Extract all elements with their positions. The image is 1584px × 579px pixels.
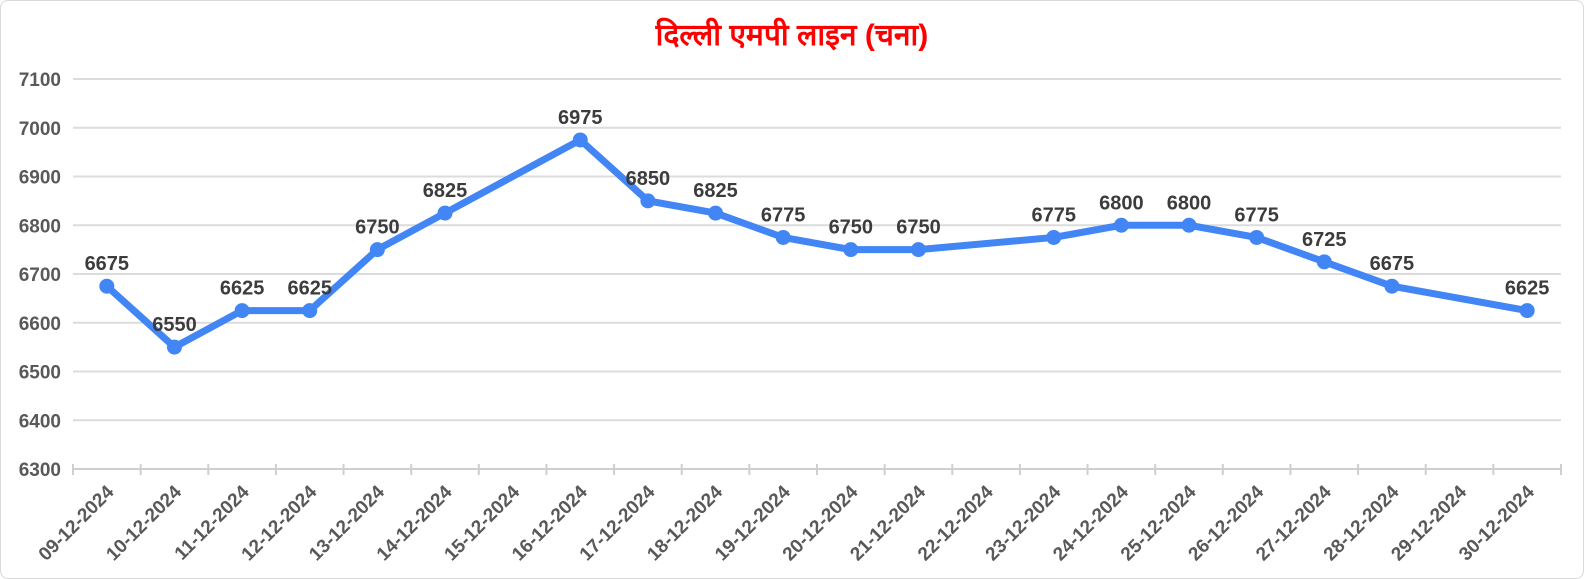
data-point-label: 6775 [1031,204,1076,226]
data-point-marker[interactable] [775,229,791,245]
data-point-marker[interactable] [1046,229,1062,245]
data-point-marker[interactable] [99,278,115,294]
data-point-label: 6675 [1370,253,1415,275]
data-point-label: 6975 [558,107,603,129]
data-point-marker[interactable] [369,242,385,258]
data-point-marker[interactable] [437,205,453,221]
data-point-marker[interactable] [1181,217,1197,233]
data-point-label: 6625 [220,278,265,300]
data-point-label: 6625 [287,278,332,300]
data-point-marker[interactable] [572,132,588,148]
data-point-label: 6750 [829,217,874,239]
data-point-marker[interactable] [1316,254,1332,270]
data-point-label: 6550 [152,314,197,336]
data-point-label: 6725 [1302,229,1347,251]
data-point-marker[interactable] [640,193,656,209]
data-point-label: 6825 [693,180,738,202]
y-axis-tick-label: 6300 [19,460,61,481]
y-axis-tick-label: 6400 [19,411,61,432]
data-point-marker[interactable] [708,205,724,221]
y-axis-tick-label: 7100 [19,70,61,91]
data-point-marker[interactable] [910,242,926,258]
data-point-marker[interactable] [302,303,318,319]
data-point-label: 6825 [423,180,468,202]
data-point-label: 6750 [896,217,941,239]
y-axis-tick-label: 6700 [19,265,61,286]
data-point-label: 6675 [85,253,130,275]
data-point-marker[interactable] [234,303,250,319]
chart-title: दिल्ली एमपी लाइन (चना) [655,19,929,52]
data-point-label: 6800 [1167,192,1212,214]
data-point-marker[interactable] [1384,278,1400,294]
y-axis-tick-label: 6600 [19,314,61,335]
data-point-label: 6775 [761,204,806,226]
data-point-marker[interactable] [166,339,182,355]
data-point-label: 6850 [626,168,671,190]
y-axis-tick-label: 6500 [19,363,61,384]
data-point-marker[interactable] [1113,217,1129,233]
data-point-marker[interactable] [1249,229,1265,245]
data-point-label: 6625 [1505,278,1550,300]
y-axis-tick-label: 6800 [19,216,61,237]
data-point-label: 6800 [1099,192,1144,214]
data-point-marker[interactable] [843,242,859,258]
data-point-label: 6750 [355,217,400,239]
y-axis-tick-label: 6900 [19,168,61,189]
data-point-label: 6775 [1234,204,1279,226]
data-point-marker[interactable] [1519,303,1535,319]
y-axis-tick-label: 7000 [19,119,61,140]
